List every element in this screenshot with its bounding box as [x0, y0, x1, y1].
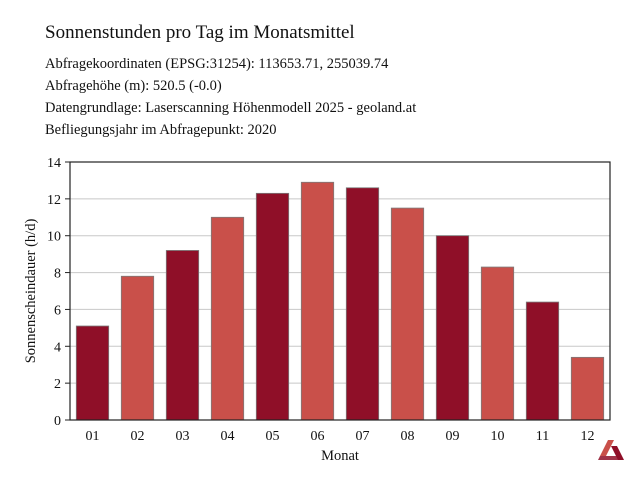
y-tick-label: 10	[47, 230, 61, 245]
x-tick-label: 10	[491, 429, 505, 444]
bar-10	[480, 266, 515, 421]
x-axis-label: Monat	[321, 448, 359, 464]
x-tick-label: 09	[446, 429, 460, 444]
bar-01	[75, 325, 110, 421]
bar-03	[165, 250, 200, 421]
x-tick-label: 04	[221, 429, 235, 444]
y-tick-label: 2	[54, 377, 61, 392]
query-coordinates: Abfragekoordinaten (EPSG:31254): 113653.…	[45, 56, 389, 72]
y-tick-label: 4	[54, 340, 61, 355]
y-tick-label: 0	[54, 414, 61, 429]
x-tick-label: 11	[536, 429, 549, 444]
y-axis-label: Sonnenscheindauer (h/d)	[23, 219, 39, 364]
bar-04	[210, 216, 245, 421]
bar-02	[120, 275, 155, 421]
x-tick-label: 01	[86, 429, 100, 444]
x-tick-label: 08	[401, 429, 415, 444]
flight-year: Befliegungsjahr im Abfragepunkt: 2020	[45, 122, 277, 138]
brand-logo-icon	[598, 440, 624, 460]
plot-frame	[69, 161, 611, 421]
bar-07	[345, 187, 380, 421]
bar-09	[435, 235, 470, 421]
x-tick-label: 06	[311, 429, 325, 444]
bar-05	[255, 192, 290, 421]
x-tick-label: 03	[176, 429, 190, 444]
bar-12	[570, 356, 605, 421]
bar-08	[390, 207, 425, 421]
y-tick-label: 12	[47, 193, 61, 208]
x-tick-label: 07	[356, 429, 370, 444]
y-tick-label: 6	[54, 303, 61, 318]
bar-11	[525, 301, 560, 421]
x-tick-label: 05	[266, 429, 280, 444]
data-source: Datengrundlage: Laserscanning Höhenmodel…	[45, 100, 417, 116]
chart-title: Sonnenstunden pro Tag im Monatsmittel	[45, 22, 355, 43]
y-tick-label: 8	[54, 267, 61, 282]
y-tick-label: 14	[47, 156, 61, 171]
bar-06	[300, 181, 335, 421]
query-elevation: Abfragehöhe (m): 520.5 (-0.0)	[45, 78, 222, 94]
x-tick-label: 02	[131, 429, 145, 444]
x-tick-label: 12	[581, 429, 595, 444]
